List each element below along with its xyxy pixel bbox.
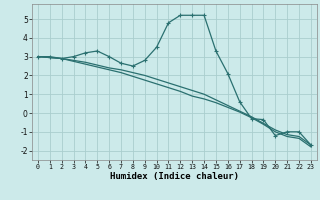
X-axis label: Humidex (Indice chaleur): Humidex (Indice chaleur) (110, 172, 239, 181)
